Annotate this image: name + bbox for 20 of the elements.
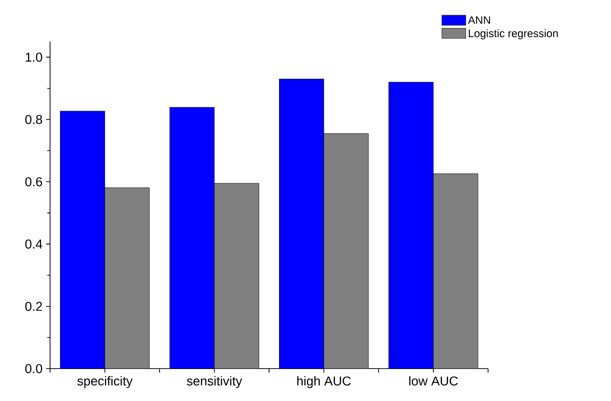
- y-tick-label: 1.0: [26, 52, 42, 62]
- bar: [214, 182, 260, 368]
- bar: [170, 106, 215, 368]
- bar: [60, 110, 106, 368]
- legend-label: Logistic regression: [468, 29, 558, 40]
- x-tick-label: specificity: [77, 376, 133, 388]
- bar: [324, 133, 369, 368]
- y-tick-label: 0.6: [25, 177, 42, 186]
- x-tick-label: sensitivity: [186, 376, 242, 388]
- bar: [104, 187, 150, 368]
- y-tick-label: 0.4: [25, 239, 42, 248]
- x-tick-label: high AUC: [297, 376, 351, 388]
- bar: [388, 82, 434, 368]
- y-tick-label: 0.2: [25, 302, 42, 311]
- y-tick-label: 0.8: [25, 114, 42, 124]
- legend-label: ANN: [468, 16, 490, 24]
- bar: [279, 78, 324, 368]
- y-tick-label: 0.0: [25, 364, 42, 374]
- x-tick-label: low AUC: [409, 376, 458, 386]
- bar: [433, 173, 478, 368]
